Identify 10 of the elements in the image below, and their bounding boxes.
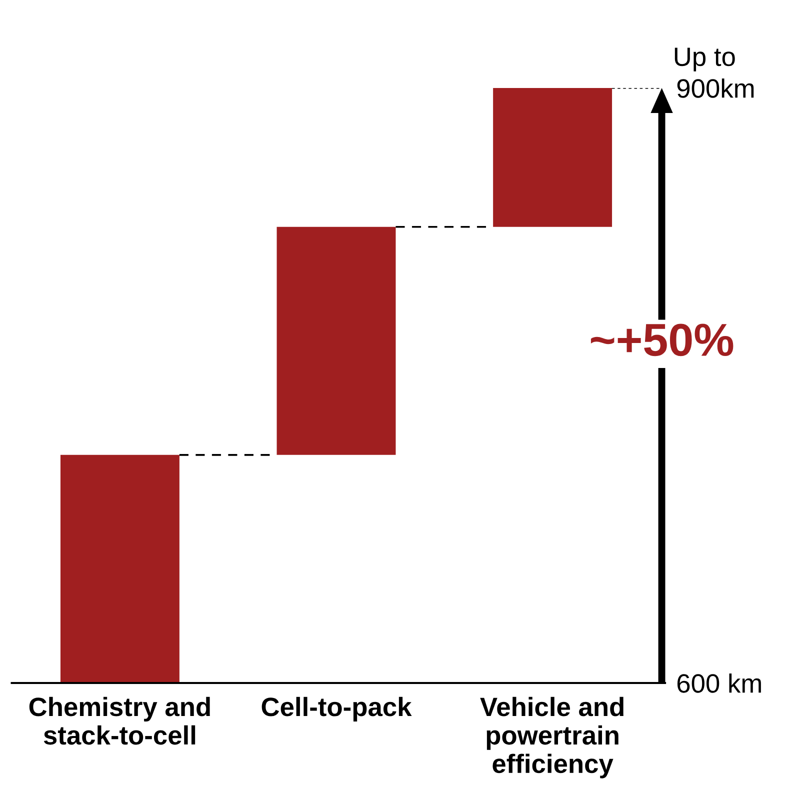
x-tick-label: Chemistry and stack-to-cell <box>29 696 210 745</box>
bar <box>493 88 612 227</box>
x-tick-label: Cell-to-pack <box>262 696 412 722</box>
annotation: ~+50% <box>590 324 734 356</box>
bar <box>276 226 396 455</box>
bar <box>60 454 180 684</box>
y-tick-label: 900km <box>677 78 754 98</box>
x-tick-label: Vehicle and powertrain efficiency <box>480 696 624 778</box>
y-tick-label: 600 km <box>677 673 761 693</box>
text: Up to <box>674 48 735 72</box>
